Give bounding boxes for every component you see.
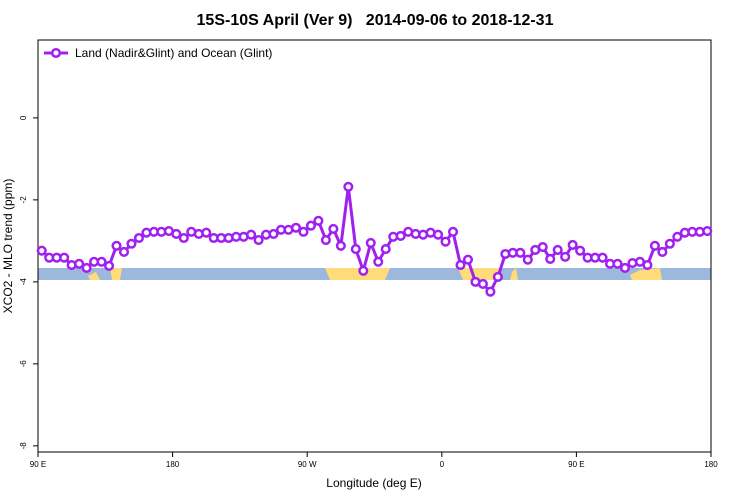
data-point [59,252,70,263]
data-point [515,247,526,258]
data-point [126,238,137,249]
surface-strip [38,268,711,280]
data-point [328,223,339,235]
y-tick-label: -2 [19,196,28,204]
data-point [702,225,713,237]
y-tick-label: -6 [19,360,28,368]
data-point [178,232,189,244]
data-point [246,229,257,240]
land-patch [88,272,100,280]
chart-title: 15S-10S April (Ver 9) 2014-09-06 to 2018… [197,12,554,29]
data-point [201,227,212,238]
land-patch [110,268,122,280]
x-tick-label: 0 [440,460,445,469]
data-point [171,228,182,239]
data-point [597,252,608,263]
data-point [305,220,316,231]
data-point [290,222,302,233]
data-point [343,181,354,192]
data-point [96,256,107,267]
data-point [567,239,578,251]
data-point [433,229,444,240]
data-point [522,254,533,265]
data-point [118,246,130,257]
x-tick-label: 90 W [298,460,317,469]
legend-label: Land (Nadir&Glint) and Ocean (Glint) [75,46,272,60]
data-point [462,254,474,265]
x-tick-label: 90 E [568,460,584,469]
data-point [358,265,369,276]
data-point [103,260,115,271]
data-point [313,215,324,226]
data-point [380,244,391,255]
data-point [537,241,548,253]
data-point [365,237,376,248]
y-tick-label: -4 [19,278,28,286]
data-point [612,258,623,269]
x-tick-label: 180 [704,460,718,469]
data-point [492,271,503,283]
data-point [485,286,496,297]
data-point [672,231,683,242]
data-point [664,238,675,249]
data-point [455,260,466,271]
data-point [440,236,451,247]
data-point [560,251,571,262]
plot-frame [37,39,712,453]
data-point [298,226,309,237]
data-point [335,240,346,251]
data-point [74,258,85,269]
data-point [447,226,459,237]
land-patch [630,268,662,280]
data-point [36,245,47,256]
data-point [642,260,653,271]
data-point [253,235,264,246]
y-axis-title: XCO2 - MLO trend (ppm) [1,179,15,314]
y-tick-label: -8 [19,442,28,450]
data-point [649,240,660,251]
data-point [350,244,361,255]
data-point [575,245,586,256]
data-point [657,246,668,257]
data-point [395,230,406,242]
data-point [81,262,92,273]
data-point [373,256,384,267]
x-axis-title: Longitude (deg E) [326,476,421,490]
x-tick-label: 180 [166,460,180,469]
legend-marker [50,47,62,59]
y-tick-label: 0 [19,115,28,120]
data-point [320,235,331,246]
land-patch [510,268,518,280]
data-point [133,232,144,244]
data-point [111,240,122,251]
data-point [552,244,563,255]
data-point [545,253,556,264]
x-tick-label: 90 E [30,460,46,469]
land-patch [458,268,502,280]
land-patch [325,268,390,280]
data-point [268,228,279,239]
data-point [477,278,488,289]
data-point [619,262,631,273]
